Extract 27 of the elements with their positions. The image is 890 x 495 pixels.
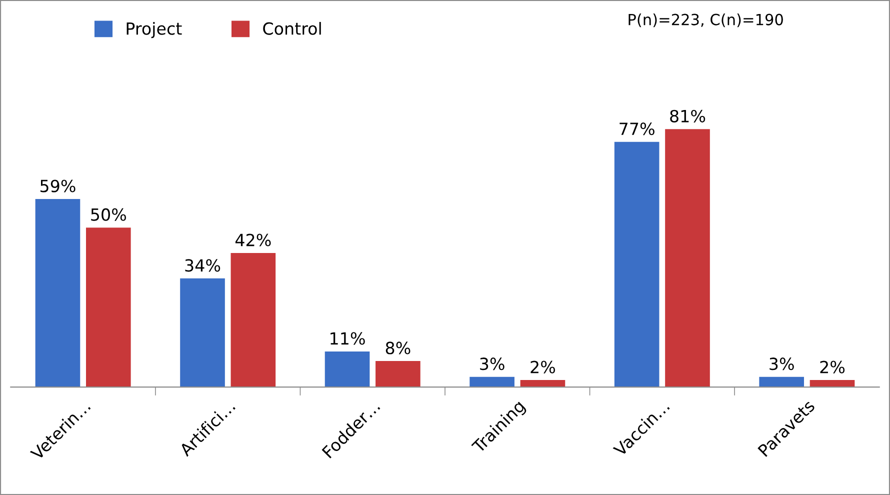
bar — [614, 142, 660, 388]
text: P(n)=223, C(n)=190 — [628, 14, 783, 28]
data-label: 59% — [40, 180, 76, 192]
bar — [230, 253, 276, 388]
legend-label: Control — [263, 22, 321, 35]
bar — [35, 199, 80, 388]
data-label: 3% — [770, 358, 794, 370]
bar — [520, 380, 566, 388]
data-label: 11% — [330, 332, 365, 345]
data-label: 34% — [185, 259, 220, 272]
bar — [86, 228, 131, 388]
bar — [665, 129, 710, 388]
bar — [810, 380, 855, 388]
bar — [180, 278, 225, 388]
bar — [376, 360, 420, 388]
bar — [759, 376, 804, 388]
data-label: 42% — [235, 234, 271, 246]
data-label: 50% — [91, 208, 126, 221]
data-label: 3% — [480, 358, 504, 370]
data-label: 2% — [530, 360, 556, 374]
data-label: 81% — [670, 110, 706, 122]
data-label: 77% — [620, 122, 654, 136]
bar — [324, 351, 370, 388]
data-label: 8% — [386, 342, 410, 354]
legend-label: Project — [126, 22, 182, 38]
bar — [470, 376, 514, 388]
data-label: 2% — [820, 360, 845, 374]
